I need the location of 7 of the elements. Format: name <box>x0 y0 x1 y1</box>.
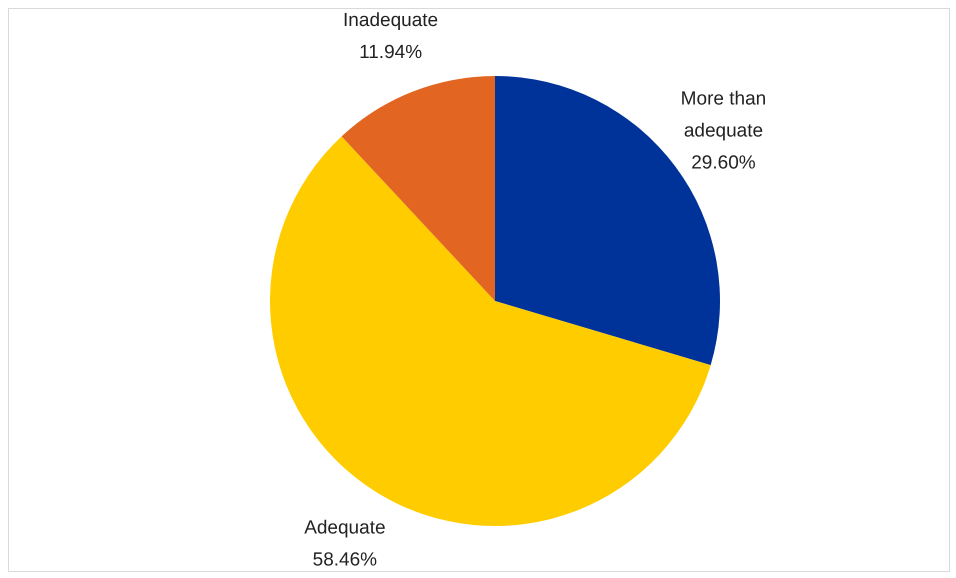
data-label: 11.94% <box>359 41 422 62</box>
data-label: 58.46% <box>312 548 378 570</box>
slice-label: Inadequate <box>343 9 438 30</box>
slice-label: Adequate <box>304 516 386 538</box>
slice-label: More than adequate <box>680 88 766 142</box>
data-label: 29.60% <box>691 152 756 174</box>
pie-slice <box>342 76 495 301</box>
